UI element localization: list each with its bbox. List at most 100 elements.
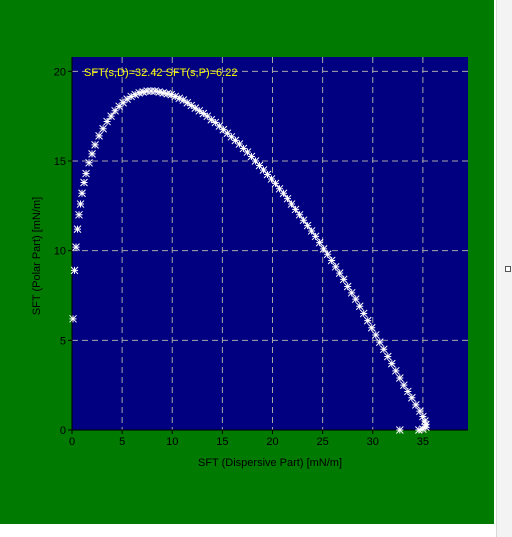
x-tick-label: 30 [367,436,379,448]
data-point [339,275,348,284]
x-tick-label: 35 [417,436,429,448]
data-point [403,387,412,396]
data-point [412,401,420,409]
data-point [331,262,340,271]
data-point [135,89,144,97]
data-point [395,426,404,434]
grid-lines [72,57,468,430]
data-point [227,132,236,141]
y-tick-label: 10 [54,246,66,258]
data-point [223,129,232,138]
data-point [255,161,264,170]
data-point [107,112,115,121]
data-point [99,124,107,133]
data-point [307,227,316,235]
data-point [123,95,131,103]
data-point [247,152,256,161]
data-point [215,122,224,130]
data-point [82,169,90,178]
data-point [408,393,416,402]
y-tick-label: 15 [54,156,66,168]
data-point [291,205,300,214]
data-point [283,194,292,203]
data-point [171,92,180,101]
data-point [76,200,85,208]
data-point [271,179,280,188]
data-point [95,132,103,140]
data-point [183,98,192,107]
data-point [72,243,80,251]
data-point [211,118,220,127]
data-point [111,106,119,115]
data-point [383,352,392,361]
data-point [80,178,88,187]
data-point [187,101,196,110]
data-point [416,407,424,416]
data-point [143,87,152,95]
data-point [327,256,336,265]
data-point [195,106,204,115]
data-point [73,225,82,234]
data-point [235,140,244,148]
data-point [147,87,156,95]
vertical-scrollbar[interactable] [496,0,512,537]
data-point [155,88,164,96]
data-point [139,88,148,96]
data-point [127,92,136,101]
data-point [299,216,308,225]
data-point [371,331,380,339]
y-axis-label: SFT (Polar Part) [mN/m] [31,197,43,315]
data-point [70,266,79,275]
x-tick-label: 5 [119,436,125,448]
data-point [379,345,388,354]
data-point [311,232,320,241]
data-point [75,210,83,219]
data-point [303,221,312,230]
annotation-text: SFT(s,D)=32.42 SFT(s,P)=6.22 [84,67,237,79]
data-point [387,359,396,368]
data-point [179,96,188,104]
data-point [163,89,172,98]
data-point [395,374,404,382]
data-series [69,87,430,434]
data-point [119,98,127,107]
data-point [375,338,384,346]
data-point [319,245,328,253]
data-point [231,136,240,145]
x-axis: 0 5 10 15 20 25 30 35 [69,429,468,448]
data-point [355,302,364,311]
data-point [69,314,77,323]
plot-area [72,57,468,430]
y-tick-label: 20 [54,66,66,78]
data-point [421,417,429,425]
data-point [239,144,248,153]
data-point [91,141,99,149]
data-point [191,104,200,112]
data-point [287,200,296,208]
x-axis-label: SFT (Dispersive Part) [mN/m] [198,457,342,469]
data-point [391,366,400,375]
scrollbar-grip[interactable] [505,266,511,272]
data-point [359,309,368,318]
data-point [295,210,304,219]
chart-svg: 0 5 10 15 20 25 30 35 0 5 10 15 20 SFT(s,D)=32.42 S… [31,57,468,469]
data-point [251,157,260,165]
y-tick-label: 0 [60,425,66,437]
data-point [151,87,160,95]
data-point [88,149,96,158]
data-point [419,425,427,433]
data-point [219,125,228,134]
data-point [131,90,140,99]
data-point [167,90,176,99]
data-point [78,189,86,198]
data-point [347,288,356,297]
data-point [335,269,344,277]
data-point [85,158,93,167]
data-point [259,166,268,174]
x-tick-label: 10 [166,436,178,448]
data-point [399,381,408,390]
data-point [243,148,252,156]
x-tick-label: 15 [216,436,228,448]
data-point [315,238,324,247]
data-point [323,250,332,259]
